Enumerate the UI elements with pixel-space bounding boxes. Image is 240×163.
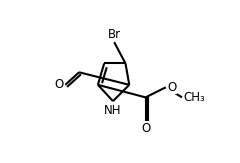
Text: O: O: [141, 122, 150, 135]
Text: O: O: [55, 78, 64, 91]
Text: CH₃: CH₃: [183, 91, 205, 104]
Text: Br: Br: [108, 28, 121, 41]
Text: NH: NH: [104, 104, 122, 117]
Text: O: O: [167, 81, 176, 94]
